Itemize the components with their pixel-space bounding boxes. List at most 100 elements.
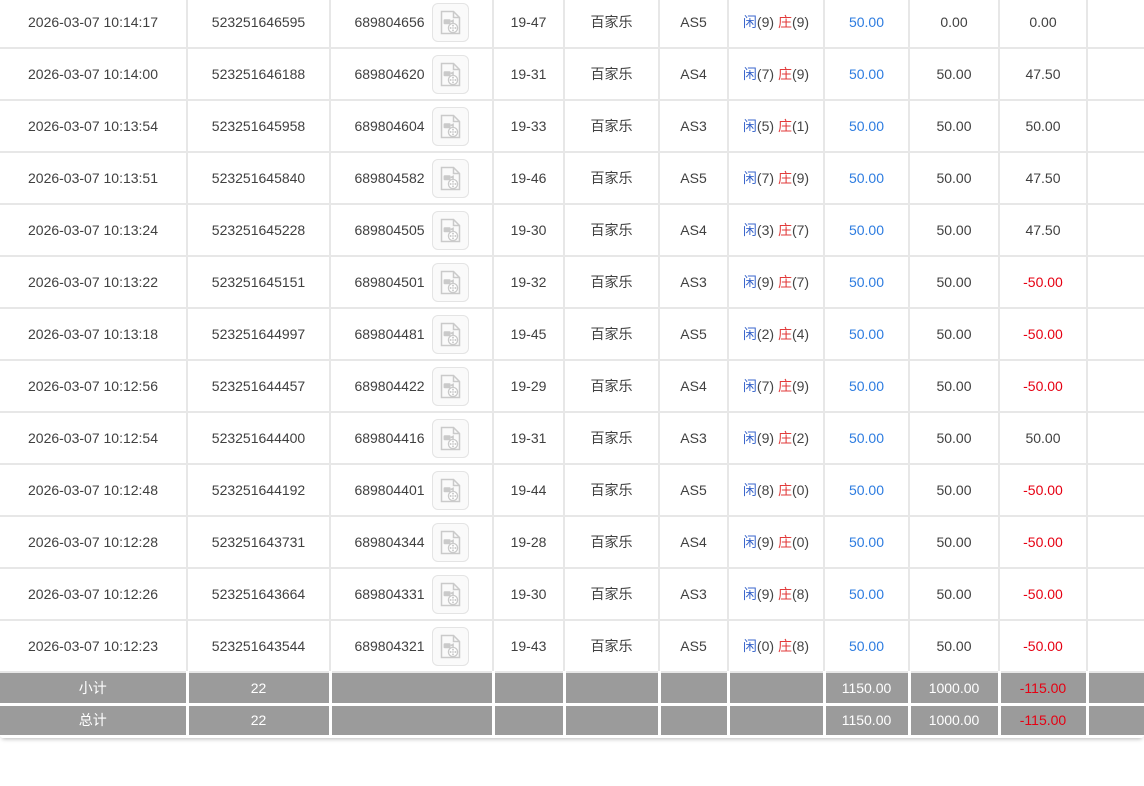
bet-amount-cell: 50.00 <box>823 359 910 413</box>
round-id: 689804501 <box>354 274 425 290</box>
video-replay-button[interactable] <box>431 158 469 198</box>
total-empty-cell <box>657 702 730 738</box>
bet-time: 2026-03-07 10:12:54 <box>0 411 188 465</box>
bet-amount-link[interactable]: 50.00 <box>848 586 885 602</box>
bet-amount-link[interactable]: 50.00 <box>848 274 885 290</box>
bet-id: 523251644997 <box>186 307 331 361</box>
player-result-label: 闲 <box>742 586 757 602</box>
bet-amount-link[interactable]: 50.00 <box>848 222 885 238</box>
round-id-cell: 689804481 <box>329 307 494 361</box>
empty-cell <box>1086 307 1144 361</box>
round-id-group: 689804501 <box>354 262 469 302</box>
game-result-cell: 闲(9) 庄(9) <box>727 0 825 49</box>
player-result-label: 闲 <box>742 222 757 238</box>
round-id-cell: 689804604 <box>329 99 494 153</box>
bet-amount-cell: 50.00 <box>823 515 910 569</box>
empty-cell <box>1086 47 1144 101</box>
valid-amount: 50.00 <box>908 47 1000 101</box>
table-row: 2026-03-07 10:12:28 523251643731 6898043… <box>0 515 1144 569</box>
bet-amount-link[interactable]: 50.00 <box>848 326 885 342</box>
player-result-label: 闲 <box>742 66 757 82</box>
bet-amount-cell: 50.00 <box>823 203 910 257</box>
bet-amount-link[interactable]: 50.00 <box>848 14 885 30</box>
game-result-cell: 闲(2) 庄(4) <box>727 307 825 361</box>
video-replay-button[interactable] <box>431 626 469 666</box>
video-replay-button[interactable] <box>431 314 469 354</box>
table-code: AS3 <box>658 99 729 153</box>
bet-id: 523251645840 <box>186 151 331 205</box>
round-id-group: 689804422 <box>354 366 469 406</box>
game-type: 百家乐 <box>563 0 660 49</box>
round-id: 689804481 <box>354 326 425 342</box>
video-replay-button[interactable] <box>431 262 469 302</box>
bet-amount-cell: 50.00 <box>823 567 910 621</box>
video-replay-button[interactable] <box>431 470 469 510</box>
video-replay-button[interactable] <box>431 574 469 614</box>
video-file-icon <box>440 114 460 138</box>
win-loss: 0.00 <box>998 0 1088 49</box>
empty-cell <box>1086 411 1144 465</box>
subtotal-bet-total: 1150.00 <box>822 671 911 706</box>
player-result-score: (2) <box>756 326 775 342</box>
bet-amount-link[interactable]: 50.00 <box>848 378 885 394</box>
video-replay-button[interactable] <box>431 522 469 562</box>
round-id: 689804416 <box>354 430 425 446</box>
bet-amount-link[interactable]: 50.00 <box>848 482 885 498</box>
video-replay-button[interactable] <box>431 366 469 406</box>
round-id-cell: 689804656 <box>329 0 494 49</box>
video-replay-button[interactable] <box>431 106 469 146</box>
banker-result-score: (9) <box>791 14 810 30</box>
banker-result-label: 庄 <box>777 118 792 134</box>
game-type: 百家乐 <box>563 203 660 257</box>
bet-id: 523251646188 <box>186 47 331 101</box>
banker-result-label: 庄 <box>777 378 792 394</box>
bet-amount-link[interactable]: 50.00 <box>848 638 885 654</box>
player-result-label: 闲 <box>742 378 757 394</box>
video-replay-button[interactable] <box>431 2 469 42</box>
bet-amount-link[interactable]: 50.00 <box>848 118 885 134</box>
round-id: 689804401 <box>354 482 425 498</box>
video-replay-button[interactable] <box>431 210 469 250</box>
empty-cell <box>1086 99 1144 153</box>
banker-result-label: 庄 <box>777 534 792 550</box>
bet-time: 2026-03-07 10:13:24 <box>0 203 188 257</box>
player-result-score: (9) <box>756 274 775 290</box>
video-replay-button[interactable] <box>431 418 469 458</box>
subtotal-empty-cell <box>657 671 730 706</box>
subtotal-label: 小计 <box>0 671 189 706</box>
table-body: 2026-03-07 10:14:17 523251646595 6898046… <box>0 0 1144 673</box>
game-type: 百家乐 <box>563 515 660 569</box>
table-round: 19-33 <box>492 99 565 153</box>
video-file-icon <box>440 582 460 606</box>
round-id-group: 689804604 <box>354 106 469 146</box>
valid-amount: 50.00 <box>908 463 1000 517</box>
banker-result-label: 庄 <box>777 66 792 82</box>
table-row: 2026-03-07 10:12:56 523251644457 6898044… <box>0 359 1144 413</box>
bet-amount-link[interactable]: 50.00 <box>848 534 885 550</box>
bet-history-table: 2026-03-07 10:14:17 523251646595 6898046… <box>0 0 1144 738</box>
bet-time: 2026-03-07 10:13:54 <box>0 99 188 153</box>
bet-amount-link[interactable]: 50.00 <box>848 66 885 82</box>
player-result-label: 闲 <box>742 170 757 186</box>
player-result-score: (7) <box>756 170 775 186</box>
bet-amount-link[interactable]: 50.00 <box>848 170 885 186</box>
bet-id: 523251644457 <box>186 359 331 413</box>
win-loss: -50.00 <box>998 619 1088 673</box>
banker-result-score: (9) <box>791 66 810 82</box>
round-id-group: 689804582 <box>354 158 469 198</box>
video-replay-button[interactable] <box>431 54 469 94</box>
table-code: AS3 <box>658 255 729 309</box>
bet-amount-cell: 50.00 <box>823 307 910 361</box>
table-round: 19-30 <box>492 203 565 257</box>
banker-result-label: 庄 <box>777 222 792 238</box>
game-type: 百家乐 <box>563 151 660 205</box>
player-result-label: 闲 <box>742 534 757 550</box>
bet-amount-link[interactable]: 50.00 <box>848 430 885 446</box>
table-round: 19-44 <box>492 463 565 517</box>
game-result-cell: 闲(8) 庄(0) <box>727 463 825 517</box>
win-loss: -50.00 <box>998 307 1088 361</box>
empty-cell <box>1086 567 1144 621</box>
banker-result-score: (1) <box>791 118 810 134</box>
banker-result-score: (8) <box>791 586 810 602</box>
table-round: 19-30 <box>492 567 565 621</box>
